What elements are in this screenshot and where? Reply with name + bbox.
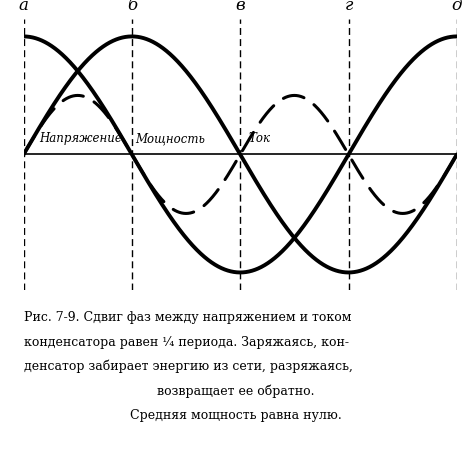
Text: денсатор забирает энергию из сети, разряжаясь,: денсатор забирает энергию из сети, разря… [24, 360, 352, 373]
Text: Рис. 7-9. Сдвиг фаз между напряжением и током: Рис. 7-9. Сдвиг фаз между напряжением и … [24, 311, 351, 324]
Text: б: б [127, 0, 137, 14]
Text: возвращает ее обратно.: возвращает ее обратно. [157, 384, 314, 398]
Text: конденсатора равен ¹⁄₄ периода. Заряжаясь, кон-: конденсатора равен ¹⁄₄ периода. Заряжаяс… [24, 336, 349, 349]
Text: Средняя мощность равна нулю.: Средняя мощность равна нулю. [130, 409, 341, 422]
Text: Ток: Ток [249, 132, 270, 145]
Text: г: г [344, 0, 353, 14]
Text: Мощность: Мощность [135, 132, 205, 145]
Text: д: д [452, 0, 462, 14]
Text: в: в [236, 0, 245, 14]
Text: а: а [19, 0, 28, 14]
Text: Напряжение: Напряжение [39, 132, 122, 145]
